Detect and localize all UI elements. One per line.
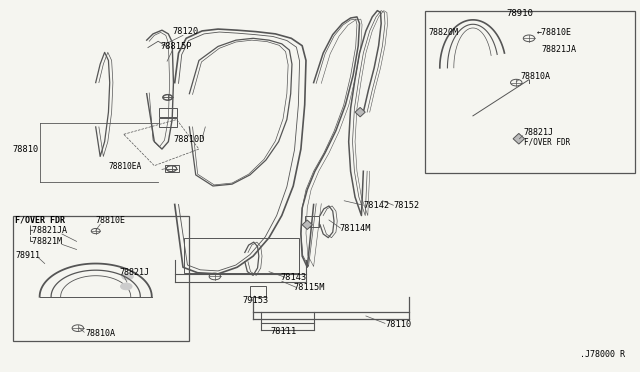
Text: 78114M: 78114M — [339, 224, 371, 233]
Text: 78110: 78110 — [385, 320, 412, 329]
Text: 78821J: 78821J — [524, 128, 554, 137]
Text: ←78810E: ←78810E — [537, 28, 572, 37]
Text: 78821JA: 78821JA — [541, 45, 577, 54]
Text: 78115M: 78115M — [293, 283, 324, 292]
Circle shape — [122, 273, 133, 280]
Text: 78111: 78111 — [270, 327, 296, 336]
Text: 78120: 78120 — [172, 27, 198, 36]
Bar — [159, 109, 177, 116]
Text: 79153: 79153 — [243, 296, 269, 305]
Bar — [13, 215, 189, 341]
Bar — [305, 216, 319, 227]
Text: 78910: 78910 — [506, 9, 533, 18]
Bar — [184, 238, 299, 273]
Bar — [425, 11, 636, 173]
Text: 78152: 78152 — [394, 201, 420, 210]
Text: 78810A: 78810A — [86, 328, 115, 337]
Text: 78810D: 78810D — [173, 135, 205, 144]
Circle shape — [120, 283, 132, 290]
Text: 78143: 78143 — [280, 273, 307, 282]
Text: ├78821JA: ├78821JA — [28, 226, 68, 235]
Text: F/OVER FDR: F/OVER FDR — [524, 138, 570, 147]
Text: 78815P: 78815P — [161, 42, 192, 51]
Text: 78142: 78142 — [364, 201, 390, 210]
Polygon shape — [302, 220, 312, 230]
Text: 78821J: 78821J — [119, 268, 149, 278]
Text: F/OVER FDR: F/OVER FDR — [15, 216, 65, 225]
Text: 78911: 78911 — [15, 251, 40, 260]
Text: 78810: 78810 — [13, 145, 39, 154]
Text: .J78000 R: .J78000 R — [580, 350, 625, 359]
Text: 78810A: 78810A — [521, 72, 551, 81]
Polygon shape — [513, 134, 525, 144]
Text: └78821M: └78821M — [28, 237, 63, 246]
Bar — [164, 165, 179, 172]
Bar — [159, 118, 177, 127]
Text: 78820M: 78820M — [428, 28, 458, 37]
Bar — [250, 286, 266, 297]
Text: 78810E: 78810E — [96, 216, 125, 225]
Text: 78810EA: 78810EA — [108, 163, 141, 171]
Polygon shape — [355, 108, 365, 117]
